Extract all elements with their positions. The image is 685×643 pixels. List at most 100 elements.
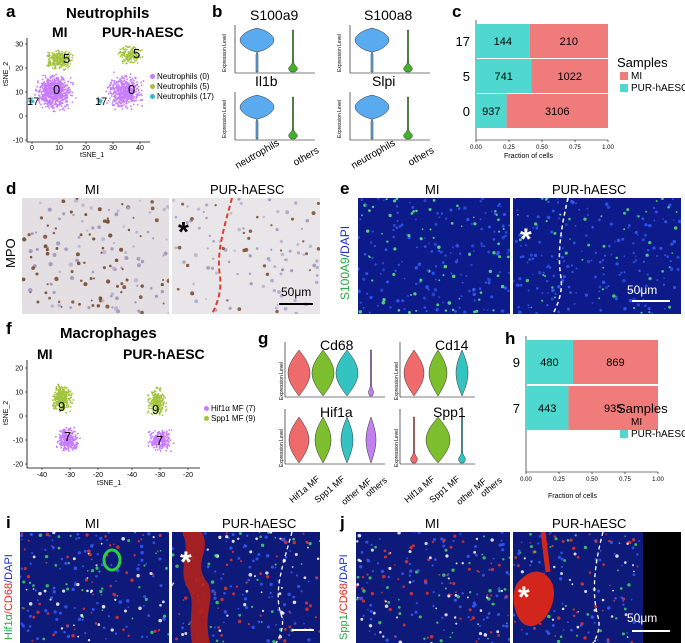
scale-bar — [632, 300, 670, 302]
panel-b-ylabel: Expression Level — [222, 99, 228, 138]
panel-d-group-pur: PUR-hAESC — [210, 182, 285, 197]
asterisk-icon: * — [180, 546, 192, 579]
panel-j-side-label: Spp1/CD68/DAPI — [338, 554, 350, 640]
violin — [455, 349, 469, 397]
panel-d-pur-image — [172, 198, 320, 314]
violin — [288, 416, 310, 464]
panel-c-letter: c — [452, 2, 462, 21]
panel-b-gene-2: S100a8 — [364, 7, 413, 23]
legend-item: MI — [631, 71, 643, 82]
data-label: 935 — [604, 403, 622, 415]
panel-f-xtick: -20 — [183, 472, 193, 479]
category-label: 17 — [456, 34, 470, 49]
legend-item: Neutrophils (0) — [157, 72, 210, 81]
panel-b-gene-3: Il1b — [255, 73, 278, 89]
panel-d-scale-label: 50μm — [281, 285, 312, 299]
panel-d-mi-image — [22, 198, 169, 314]
panel-b-letter: b — [212, 2, 223, 21]
panel-f-group-pur: PUR-hAESC — [123, 346, 205, 362]
panel-a-cluster-17-mi: 17 — [27, 96, 40, 108]
panel-b-violins — [234, 25, 430, 141]
panel-f-group-mi: MI — [37, 346, 53, 362]
panel-i-group-pur: PUR-hAESC — [222, 516, 297, 531]
panel-a-ytick: 0 — [19, 114, 23, 121]
asterisk-icon: * — [178, 216, 189, 247]
panel-a-xtick: 40 — [136, 145, 144, 152]
panel-h-letter: h — [505, 329, 516, 348]
panel-a-xtick: 10 — [55, 145, 63, 152]
legend-item: PUR-hAESC — [631, 429, 685, 440]
bar-pur-hAESC — [526, 386, 569, 430]
panel-h-chart: 9 480 869 7 443 935 0.00 0.25 0.50 0.75 1.00 — [513, 336, 664, 483]
panel-a-cluster-5-pur: 5 — [133, 46, 141, 61]
panel-f-cluster-9-mi: 9 — [58, 399, 66, 414]
panel-a-group-mi: MI — [52, 24, 68, 40]
violin — [239, 94, 275, 140]
panel-d-letter: d — [6, 179, 17, 198]
panel-f-ytick: -10 — [13, 438, 23, 445]
panel-a-cluster-5-mi: 5 — [63, 51, 71, 66]
panel-a-xtick: 30 — [109, 145, 117, 152]
stain-dapi: /DAPI — [338, 225, 352, 258]
data-label: 210 — [560, 36, 578, 48]
panel-h-legend-pur: PUR-hAESC — [620, 430, 685, 440]
panel-i-side-label: Hif1α/CD68/DAPI — [3, 554, 15, 640]
panel-f-xtick: -20 — [93, 472, 103, 479]
bar-mi — [506, 94, 608, 128]
data-label: 937 — [482, 106, 500, 118]
panel-b-ylabel: Expression Level — [222, 33, 228, 72]
xtick: 1.00 — [602, 145, 614, 151]
panel-g-ylabel: Expression Level — [394, 428, 400, 467]
panel-i-pur-image — [172, 532, 320, 643]
data-label: 443 — [538, 403, 556, 415]
violin — [403, 29, 413, 73]
bar-pur-hAESC — [526, 340, 573, 384]
panel-g-ylabel: Expression Level — [279, 361, 285, 400]
bar-mi — [572, 340, 658, 384]
panel-f-tsne: 20 10 0 -10 -20 -40 -30 -20 -40 -30 -20 — [13, 360, 200, 479]
panel-b-gene-4: Slpi — [372, 73, 396, 89]
bar-pur-hAESC — [476, 24, 530, 58]
panel-j-group-pur: PUR-hAESC — [552, 516, 627, 531]
panel-d-group-mi: MI — [85, 182, 100, 197]
xtick: 0.25 — [553, 477, 565, 483]
panel-f-ytick: -20 — [13, 462, 23, 469]
scale-bar — [279, 303, 313, 305]
violin — [458, 416, 466, 464]
xtick: 1.00 — [652, 477, 664, 483]
panel-i-letter: i — [6, 513, 11, 532]
panel-e-group-mi: MI — [425, 182, 440, 197]
legend-item: PUR-hAESC — [631, 83, 685, 94]
panel-f-ylabel: tSNE_2 — [3, 400, 10, 425]
stain-cd68: /CD68 — [3, 582, 15, 615]
asterisk-icon: * — [518, 581, 530, 614]
stain-cd68: /CD68 — [338, 583, 350, 615]
panel-a-legend: Neutrophils (0) Neutrophils (5) Neutroph… — [150, 73, 214, 101]
panel-f-xtick: -30 — [65, 472, 75, 479]
panel-b-gene-1: S100a9 — [250, 7, 299, 23]
stain-spp1: Spp1 — [338, 614, 350, 640]
panel-e-group-pur: PUR-hAESC — [552, 182, 627, 197]
panel-f-cluster-9-pur: 9 — [152, 402, 160, 417]
legend-item: MI — [631, 417, 643, 428]
panel-a-xtick: 20 — [82, 145, 90, 152]
panel-b-ylabel: Expression Level — [337, 99, 343, 138]
violin — [365, 416, 377, 464]
violin — [354, 94, 390, 140]
panel-j-mi-image — [356, 532, 510, 643]
panel-f-ytick: 10 — [15, 390, 23, 397]
panel-f-ytick: 0 — [19, 414, 23, 421]
legend-item: Hif1α MF (7) — [211, 404, 256, 413]
bar-pur-hAESC — [476, 59, 532, 93]
panel-a-ytick: 20 — [15, 66, 23, 73]
xtick: 0.75 — [619, 477, 631, 483]
xtick: 0.00 — [520, 477, 532, 483]
bar-mi — [568, 386, 658, 430]
panel-a-letter: a — [6, 2, 16, 21]
panel-j-scale-label: 50μm — [627, 611, 658, 625]
panel-g-violins — [284, 342, 475, 465]
panel-f-cluster-7-pur: 7 — [156, 433, 164, 448]
panel-e-mi-image — [358, 198, 510, 314]
violin — [425, 416, 451, 464]
panel-a-cluster-0-mi: 0 — [53, 82, 61, 97]
